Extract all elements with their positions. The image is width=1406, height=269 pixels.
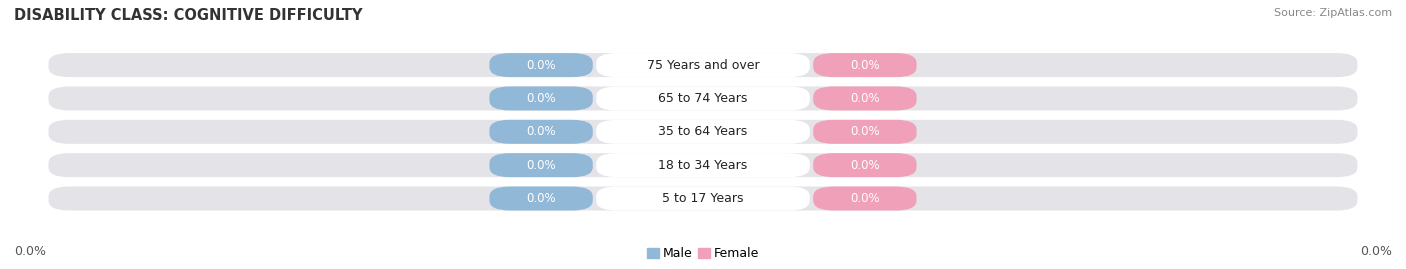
FancyBboxPatch shape	[48, 153, 1358, 177]
Text: 0.0%: 0.0%	[851, 159, 880, 172]
FancyBboxPatch shape	[596, 186, 810, 211]
Text: 0.0%: 0.0%	[1360, 245, 1392, 258]
FancyBboxPatch shape	[813, 86, 917, 111]
FancyBboxPatch shape	[489, 86, 593, 111]
Text: 18 to 34 Years: 18 to 34 Years	[658, 159, 748, 172]
Text: 0.0%: 0.0%	[526, 59, 555, 72]
FancyBboxPatch shape	[596, 153, 810, 177]
Text: 0.0%: 0.0%	[851, 192, 880, 205]
Text: 0.0%: 0.0%	[526, 159, 555, 172]
FancyBboxPatch shape	[813, 153, 917, 177]
FancyBboxPatch shape	[813, 120, 917, 144]
Text: 0.0%: 0.0%	[14, 245, 46, 258]
FancyBboxPatch shape	[596, 86, 810, 111]
Text: 0.0%: 0.0%	[526, 92, 555, 105]
FancyBboxPatch shape	[813, 53, 917, 77]
Text: 0.0%: 0.0%	[851, 125, 880, 138]
Text: Source: ZipAtlas.com: Source: ZipAtlas.com	[1274, 8, 1392, 18]
FancyBboxPatch shape	[48, 53, 1358, 77]
Text: 0.0%: 0.0%	[851, 59, 880, 72]
FancyBboxPatch shape	[813, 186, 917, 211]
FancyBboxPatch shape	[489, 186, 593, 211]
Text: 65 to 74 Years: 65 to 74 Years	[658, 92, 748, 105]
Text: 75 Years and over: 75 Years and over	[647, 59, 759, 72]
Text: DISABILITY CLASS: COGNITIVE DIFFICULTY: DISABILITY CLASS: COGNITIVE DIFFICULTY	[14, 8, 363, 23]
FancyBboxPatch shape	[489, 120, 593, 144]
FancyBboxPatch shape	[489, 53, 593, 77]
Text: 0.0%: 0.0%	[526, 192, 555, 205]
Text: 5 to 17 Years: 5 to 17 Years	[662, 192, 744, 205]
Legend: Male, Female: Male, Female	[647, 247, 759, 260]
FancyBboxPatch shape	[596, 53, 810, 77]
FancyBboxPatch shape	[596, 120, 810, 144]
FancyBboxPatch shape	[48, 86, 1358, 111]
Text: 0.0%: 0.0%	[526, 125, 555, 138]
Text: 35 to 64 Years: 35 to 64 Years	[658, 125, 748, 138]
FancyBboxPatch shape	[48, 186, 1358, 211]
FancyBboxPatch shape	[48, 120, 1358, 144]
Text: 0.0%: 0.0%	[851, 92, 880, 105]
FancyBboxPatch shape	[489, 153, 593, 177]
